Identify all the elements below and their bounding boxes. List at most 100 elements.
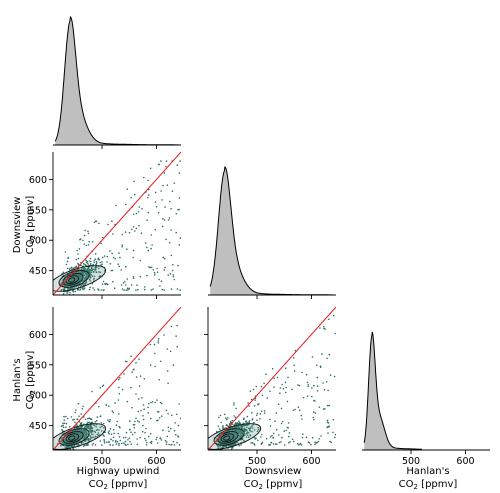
- data-point: [130, 196, 132, 199]
- data-point: [150, 401, 152, 404]
- data-point: [101, 425, 103, 428]
- data-point: [78, 443, 80, 446]
- data-point: [165, 443, 168, 446]
- data-point: [82, 441, 84, 444]
- data-point: [77, 432, 79, 434]
- data-point: [178, 403, 180, 405]
- data-point: [248, 421, 250, 423]
- data-point: [240, 444, 242, 446]
- data-point: [93, 277, 95, 280]
- data-point: [99, 415, 102, 417]
- data-point: [131, 371, 133, 373]
- data-point: [120, 442, 123, 445]
- x-tick-label: 600: [147, 456, 165, 467]
- data-point: [154, 273, 156, 276]
- data-point: [166, 184, 169, 186]
- data-point: [314, 400, 316, 402]
- data-point: [62, 293, 65, 295]
- data-point: [118, 413, 120, 415]
- data-point: [66, 260, 69, 263]
- data-point: [149, 167, 152, 170]
- data-point: [171, 414, 173, 417]
- data-point: [111, 410, 114, 412]
- data-point: [235, 429, 238, 432]
- data-point: [261, 394, 264, 397]
- data-point: [79, 288, 82, 291]
- data-point: [64, 251, 67, 253]
- data-point: [250, 442, 252, 444]
- data-point: [126, 287, 129, 290]
- data-point: [167, 274, 169, 276]
- data-point: [80, 430, 82, 432]
- data-point: [297, 384, 299, 386]
- data-point: [133, 193, 136, 196]
- data-point: [121, 388, 124, 391]
- data-point: [77, 262, 79, 265]
- x-tick-label: 500: [93, 456, 111, 467]
- data-point: [167, 219, 170, 221]
- data-point: [101, 236, 104, 239]
- data-point: [176, 164, 178, 166]
- data-point: [83, 444, 86, 446]
- data-point: [130, 386, 132, 389]
- data-point: [107, 223, 109, 226]
- data-point: [80, 413, 82, 415]
- data-point: [127, 439, 129, 441]
- data-point: [316, 364, 318, 367]
- data-point: [251, 430, 253, 433]
- data-point: [320, 435, 322, 437]
- data-point: [136, 284, 138, 286]
- data-point: [90, 433, 93, 436]
- data-point: [143, 176, 145, 179]
- data-point: [108, 432, 110, 435]
- data-point: [237, 429, 240, 431]
- scatter-panel-hanlans-vs-highway: 500 600 450 500 550 600: [29, 307, 181, 467]
- data-point: [153, 271, 156, 274]
- data-point: [90, 431, 93, 434]
- data-point: [100, 264, 102, 266]
- data-point: [257, 428, 260, 431]
- data-point: [266, 397, 269, 399]
- data-point: [265, 438, 268, 440]
- data-point: [84, 276, 87, 279]
- data-point: [103, 438, 105, 441]
- data-point: [284, 367, 287, 370]
- data-point: [112, 256, 115, 259]
- data-point: [254, 444, 256, 446]
- data-point: [132, 213, 135, 216]
- data-point: [61, 425, 63, 428]
- data-point: [269, 436, 272, 438]
- data-point: [147, 406, 149, 409]
- data-point: [88, 421, 90, 424]
- data-point: [102, 280, 105, 283]
- data-point: [241, 433, 244, 436]
- data-point: [110, 438, 112, 441]
- data-point: [66, 267, 69, 270]
- data-point: [97, 432, 100, 434]
- data-point: [282, 387, 285, 390]
- data-point: [274, 443, 277, 446]
- data-point: [288, 442, 290, 444]
- data-point: [225, 424, 228, 427]
- data-point: [283, 430, 286, 433]
- data-point: [98, 275, 101, 278]
- data-point: [147, 249, 150, 252]
- data-point: [91, 444, 94, 446]
- y-tick-label: 550: [29, 205, 47, 216]
- data-point: [147, 194, 150, 196]
- data-point: [324, 328, 326, 330]
- x-label-unit: CO2 [ppmv]: [244, 479, 303, 491]
- data-point: [170, 443, 172, 446]
- data-point: [277, 403, 280, 406]
- data-point: [141, 208, 143, 210]
- data-point: [147, 179, 149, 182]
- data-point: [78, 429, 81, 432]
- data-point: [179, 160, 181, 162]
- data-point: [260, 443, 263, 446]
- data-point: [245, 420, 247, 422]
- data-point: [253, 429, 256, 431]
- data-point: [64, 282, 66, 285]
- scatter-panel-downsview-vs-highway: 450 500 550 600: [29, 152, 181, 299]
- data-point: [88, 428, 91, 430]
- data-point: [244, 430, 246, 433]
